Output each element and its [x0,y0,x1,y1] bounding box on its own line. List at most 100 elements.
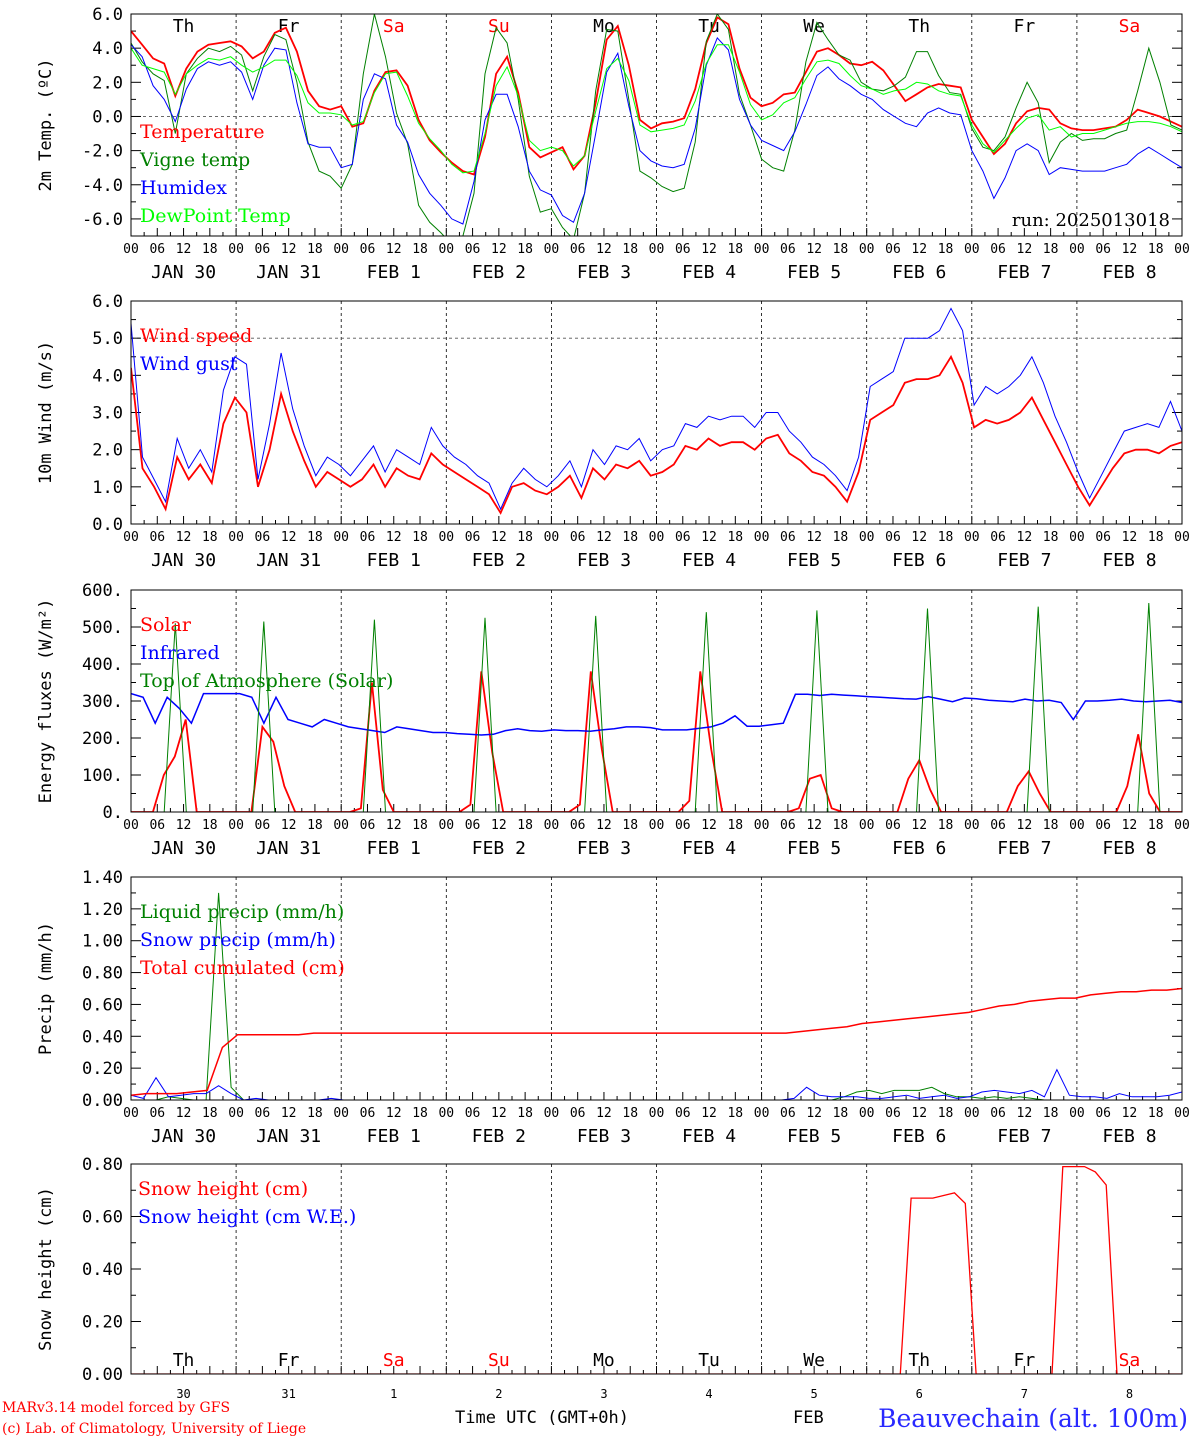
x-day-number: 3 [600,1387,607,1401]
x-hour-label: 18 [412,1106,428,1121]
x-hour-label: 12 [911,242,927,257]
x-hour-label: 00 [1174,818,1190,833]
x-hour-label: 18 [622,242,638,257]
x-hour-label: 06 [255,818,271,833]
x-hour-label: 06 [570,818,586,833]
x-hour-label: 12 [701,818,717,833]
x-hour-label: 18 [1148,242,1164,257]
x-hour-label: 06 [885,818,901,833]
x-hour-label: 12 [596,818,612,833]
x-hour-label: 12 [911,530,927,545]
x-date-label: JAN 31 [256,550,321,571]
x-hour-label: 00 [333,242,349,257]
x-hour-label: 00 [228,242,244,257]
weekday-label: Mo [593,16,615,37]
x-hour-label: 12 [701,242,717,257]
x-hour-label: 12 [1122,242,1138,257]
x-hour-label: 18 [938,530,954,545]
x-hour-label: 00 [754,818,770,833]
series-line [131,987,1182,1096]
x-date-label: FEB 3 [577,1126,631,1147]
x-hour-label: 18 [1043,530,1059,545]
x-hour-label: 00 [228,1106,244,1121]
x-hour-label: 12 [176,530,192,545]
x-hour-label: 06 [149,530,165,545]
y-tick-label: 4.0 [92,366,123,386]
x-hour-label: 00 [964,1106,980,1121]
x-hour-label: 00 [333,818,349,833]
x-hour-label: 18 [307,530,323,545]
x-hour-label: 12 [911,818,927,833]
x-hour-label: 06 [255,242,271,257]
x-hour-label: 18 [1148,818,1164,833]
x-hour-label: 18 [1043,818,1059,833]
x-date-label: JAN 30 [151,262,216,283]
legend-entry: Humidex [140,177,227,199]
x-hour-label: 12 [176,818,192,833]
x-hour-label: 00 [859,242,875,257]
x-day-number: 2 [495,1387,502,1401]
x-hour-label: 18 [938,1106,954,1121]
x-hour-label: 06 [360,818,376,833]
series-line [131,892,1182,1100]
x-hour-label: 18 [202,1106,218,1121]
y-tick-label: 1.0 [92,478,123,498]
x-hour-label: 06 [465,818,481,833]
x-hour-label: 18 [938,242,954,257]
y-tick-label: 0.60 [82,995,123,1015]
x-hour-label: 00 [754,530,770,545]
chart-panel-2: 6.0 5.0 4.0 3.0 2.0 1.0 0.0 10m Wind (m/s) 00 06 1… [36,292,1190,571]
x-hour-label: 18 [517,530,533,545]
x-date-label: FEB 2 [472,262,526,283]
x-hour-label: 12 [596,1106,612,1121]
y-tick-label: 500. [82,618,123,638]
y-tick-label: 2.0 [92,73,123,93]
x-hour-label: 06 [465,530,481,545]
x-hour-label: 06 [1095,242,1111,257]
series-line [131,692,1182,736]
x-date-label: JAN 31 [256,1126,321,1147]
y-axis-title: 10m Wind (m/s) [36,341,56,484]
x-hour-label: 12 [281,1106,297,1121]
weekday-label: We [803,1350,825,1371]
weekday-label: Su [488,1350,510,1371]
legend-entry: Liquid precip (mm/h) [140,901,344,923]
x-hour-label: 06 [780,530,796,545]
x-date-label: FEB 3 [577,550,631,571]
x-hour-label: 00 [754,1106,770,1121]
x-hour-label: 00 [544,530,560,545]
legend-entry: Wind speed [140,325,252,347]
x-hour-label: 18 [622,530,638,545]
x-hour-label: 00 [438,1106,454,1121]
y-tick-label: 100. [82,766,123,786]
legend-entry: Solar [140,614,192,636]
x-hour-label: 06 [990,818,1006,833]
weekday-label: Fr [1014,16,1036,37]
x-hour-label: 18 [1043,242,1059,257]
weekday-label: Sa [1119,1350,1141,1371]
x-hour-label: 18 [833,1106,849,1121]
x-axis-title: Time UTC (GMT+0h) [455,1408,629,1428]
x-hour-label: 00 [1069,242,1085,257]
x-day-number: 31 [281,1387,295,1401]
x-date-label: JAN 30 [151,550,216,571]
x-hour-label: 00 [1069,530,1085,545]
x-hour-label: 12 [1017,1106,1033,1121]
station-name: Beauvechain (alt. 100m) [878,1404,1188,1433]
y-axis-title: Precip (mm/h) [36,922,56,1055]
y-tick-label: 0.40 [82,1027,123,1047]
x-hour-label: 12 [1017,818,1033,833]
x-date-label: FEB 5 [787,838,841,859]
x-date-label: FEB 8 [1102,1126,1156,1147]
x-hour-label: 12 [806,1106,822,1121]
x-hour-label: 12 [386,242,402,257]
y-tick-label: 6.0 [92,5,123,25]
x-date-label: FEB 4 [682,1126,736,1147]
x-date-label: FEB 6 [892,550,946,571]
y-tick-label: 0.80 [82,964,123,984]
weekday-label: Th [173,1350,195,1371]
x-hour-label: 18 [727,242,743,257]
x-hour-label: 00 [1069,818,1085,833]
x-hour-label: 06 [360,530,376,545]
